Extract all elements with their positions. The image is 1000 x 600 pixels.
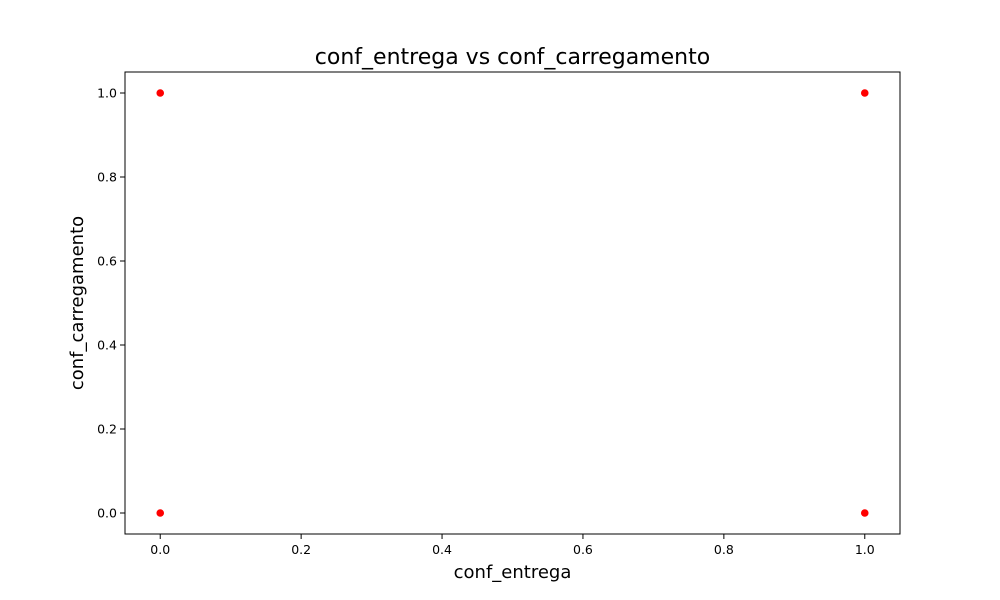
x-tick-label: 0.0 [150,542,170,557]
data-points [156,89,869,517]
y-tick-label: 0.2 [97,422,117,437]
x-tick-label: 0.8 [714,542,734,557]
data-point [156,89,165,97]
y-tick-label: 0.6 [97,254,117,269]
y-axis-label: conf_carregamento [67,216,88,390]
y-tick-label: 0.0 [97,506,117,521]
plot-area [124,71,901,535]
data-point [860,89,869,97]
x-axis-label: conf_entrega [454,562,572,583]
plot-frame [124,71,901,535]
y-tick-label: 0.8 [97,170,117,185]
data-point [860,509,869,517]
y-tick-label: 1.0 [97,86,117,101]
x-tick-label: 0.6 [573,542,593,557]
x-tick-label: 1.0 [855,542,875,557]
chart-title: conf_entrega vs conf_carregamento [315,45,710,70]
data-point [156,509,165,517]
x-tick-label: 0.4 [432,542,452,557]
x-tick-label: 0.2 [291,542,311,557]
y-axis: 0.0 0.2 0.4 0.6 0.8 1.0 [97,86,125,521]
x-axis: 0.0 0.2 0.4 0.6 0.8 1.0 [150,534,875,557]
y-tick-label: 0.4 [97,338,117,353]
